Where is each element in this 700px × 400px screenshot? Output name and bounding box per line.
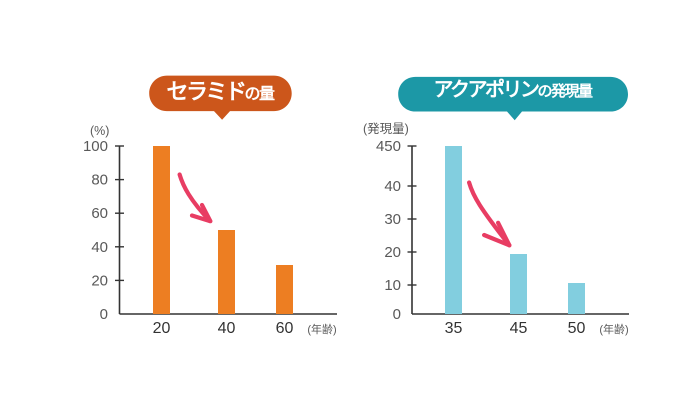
- svg-text:(発現量): (発現量): [363, 122, 409, 136]
- svg-text:60: 60: [91, 205, 108, 222]
- svg-text:80: 80: [91, 172, 108, 189]
- svg-text:100: 100: [83, 138, 108, 155]
- svg-text:30: 30: [384, 211, 401, 228]
- svg-text:40: 40: [218, 320, 236, 337]
- svg-text:40: 40: [384, 178, 401, 195]
- svg-text:35: 35: [445, 320, 463, 337]
- svg-text:20: 20: [153, 320, 171, 337]
- svg-text:0: 0: [100, 306, 108, 323]
- svg-text:(%): (%): [90, 124, 109, 138]
- svg-text:60: 60: [276, 320, 294, 337]
- svg-text:10: 10: [384, 277, 401, 294]
- svg-text:20: 20: [384, 244, 401, 261]
- svg-text:(年齢): (年齢): [307, 322, 336, 336]
- svg-text:450: 450: [376, 138, 401, 155]
- svg-text:0: 0: [393, 306, 401, 323]
- svg-text:20: 20: [91, 272, 108, 289]
- svg-text:50: 50: [568, 320, 586, 337]
- svg-text:40: 40: [91, 239, 108, 256]
- svg-text:45: 45: [510, 320, 528, 337]
- svg-text:(年齢): (年齢): [599, 322, 628, 336]
